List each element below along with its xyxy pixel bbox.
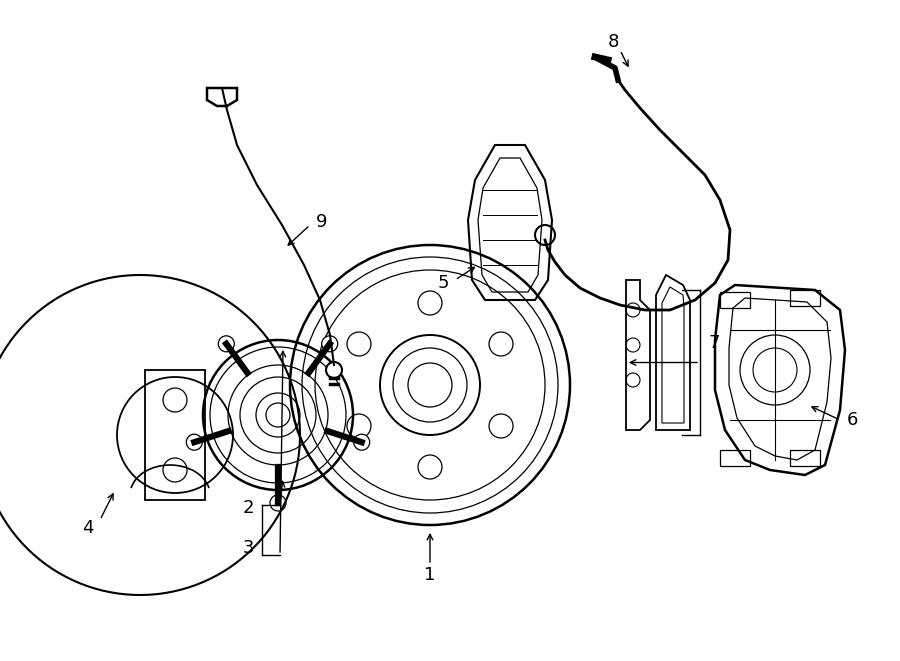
Text: 1: 1 [424, 566, 436, 584]
Text: 3: 3 [242, 539, 254, 557]
Circle shape [354, 434, 370, 450]
Circle shape [186, 434, 202, 450]
Text: 5: 5 [437, 274, 449, 292]
Text: 4: 4 [82, 519, 94, 537]
Text: 6: 6 [846, 411, 858, 429]
Circle shape [270, 495, 286, 511]
Circle shape [321, 336, 338, 352]
Text: 9: 9 [316, 213, 328, 231]
Circle shape [326, 362, 342, 378]
Text: 2: 2 [242, 499, 254, 517]
Circle shape [219, 336, 234, 352]
Text: 8: 8 [608, 33, 618, 51]
Text: 7: 7 [708, 334, 720, 352]
